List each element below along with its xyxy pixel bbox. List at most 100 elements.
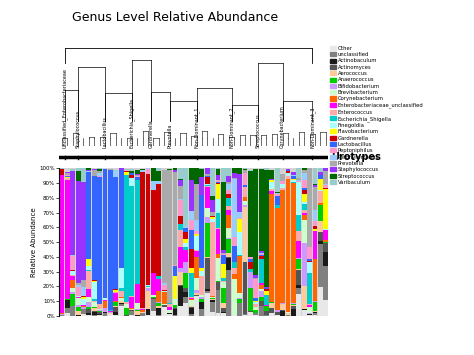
Bar bbox=[108, 314, 113, 316]
Bar bbox=[173, 276, 177, 300]
Bar bbox=[253, 305, 258, 307]
Bar bbox=[275, 195, 280, 196]
Bar bbox=[189, 307, 193, 314]
Bar bbox=[81, 307, 86, 308]
Bar bbox=[286, 179, 291, 312]
Bar bbox=[173, 300, 177, 305]
Bar bbox=[156, 276, 161, 279]
Bar bbox=[113, 292, 118, 293]
Bar bbox=[227, 258, 231, 271]
Bar bbox=[232, 246, 237, 262]
Bar bbox=[146, 285, 150, 286]
Bar bbox=[151, 168, 156, 181]
Bar bbox=[216, 283, 220, 290]
Bar bbox=[118, 288, 124, 291]
Bar bbox=[248, 311, 253, 312]
Bar bbox=[189, 300, 193, 306]
Bar bbox=[216, 258, 220, 281]
Bar bbox=[205, 174, 210, 176]
Bar bbox=[167, 303, 172, 304]
Bar bbox=[205, 223, 210, 257]
Bar bbox=[86, 313, 91, 315]
Bar bbox=[194, 250, 199, 251]
Bar bbox=[318, 287, 323, 316]
Text: Corynebacterium: Corynebacterium bbox=[280, 105, 285, 148]
Bar bbox=[189, 273, 193, 297]
Bar bbox=[146, 287, 150, 288]
Bar bbox=[323, 185, 328, 188]
Bar bbox=[275, 196, 280, 204]
Bar bbox=[113, 171, 118, 177]
Bar bbox=[221, 312, 226, 313]
Bar bbox=[146, 169, 150, 174]
Bar bbox=[200, 302, 204, 309]
Bar bbox=[312, 187, 318, 210]
Bar bbox=[118, 291, 124, 297]
Bar bbox=[81, 287, 86, 296]
Bar bbox=[113, 290, 118, 291]
Bar bbox=[108, 170, 113, 310]
Bar bbox=[227, 239, 231, 253]
Bar bbox=[248, 269, 253, 272]
Bar bbox=[205, 291, 210, 293]
Bar bbox=[243, 197, 247, 201]
Bar bbox=[81, 297, 86, 299]
Bar bbox=[227, 238, 231, 239]
Bar bbox=[248, 257, 253, 259]
Bar bbox=[194, 231, 199, 234]
Text: Streptococcus: Streptococcus bbox=[256, 113, 261, 148]
Bar bbox=[92, 302, 97, 307]
Bar bbox=[227, 182, 231, 184]
Bar bbox=[108, 311, 113, 312]
Bar bbox=[156, 184, 161, 276]
Bar bbox=[194, 234, 199, 236]
Bar bbox=[318, 179, 323, 190]
Bar bbox=[275, 312, 280, 315]
Bar bbox=[275, 192, 280, 193]
Bar bbox=[129, 169, 134, 170]
Bar bbox=[253, 315, 258, 316]
Bar bbox=[124, 302, 129, 304]
Bar bbox=[323, 184, 328, 185]
Bar bbox=[70, 292, 75, 294]
Bar bbox=[275, 169, 280, 192]
Bar bbox=[221, 308, 226, 312]
Bar bbox=[129, 315, 134, 316]
Bar bbox=[86, 302, 91, 307]
Bar bbox=[167, 307, 172, 310]
Bar bbox=[86, 170, 91, 173]
Bar bbox=[312, 302, 318, 311]
Bar bbox=[113, 177, 118, 289]
Bar bbox=[156, 308, 161, 315]
Bar bbox=[167, 315, 172, 316]
Bar bbox=[221, 303, 226, 308]
Bar bbox=[264, 170, 269, 287]
Bar bbox=[200, 177, 204, 195]
Bar bbox=[92, 169, 97, 170]
Bar bbox=[135, 302, 140, 310]
Bar bbox=[156, 302, 161, 304]
Bar bbox=[210, 222, 215, 296]
Bar bbox=[113, 302, 118, 306]
Bar bbox=[146, 174, 150, 285]
Bar bbox=[227, 168, 231, 176]
Bar bbox=[97, 310, 102, 311]
Bar bbox=[269, 180, 274, 182]
Bar bbox=[135, 170, 140, 174]
Bar bbox=[178, 198, 183, 201]
Bar bbox=[183, 250, 188, 262]
Bar bbox=[65, 173, 70, 175]
Bar bbox=[140, 308, 145, 310]
Bar bbox=[216, 182, 220, 183]
Bar bbox=[318, 173, 323, 175]
Bar bbox=[151, 273, 156, 295]
Bar bbox=[210, 200, 215, 212]
Bar bbox=[227, 215, 231, 228]
Bar bbox=[312, 260, 318, 301]
Bar bbox=[178, 201, 183, 216]
Bar bbox=[259, 306, 264, 316]
Bar bbox=[70, 306, 75, 316]
Bar bbox=[173, 265, 177, 266]
Bar bbox=[232, 178, 237, 180]
Bar bbox=[146, 286, 150, 287]
